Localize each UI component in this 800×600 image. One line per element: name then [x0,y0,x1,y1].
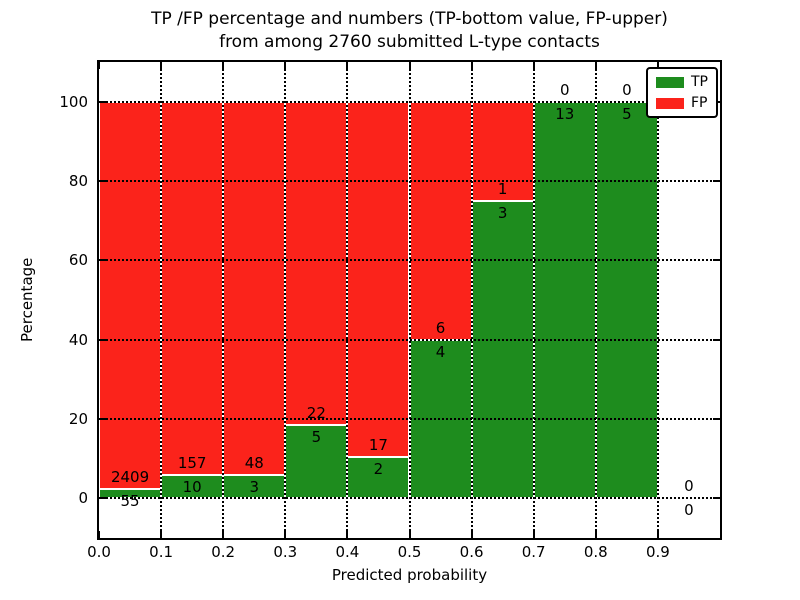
fp-count-label: 2409 [110,468,150,487]
x-tick-label: 0.7 [521,543,546,561]
x-tick-mark [594,531,597,538]
fp-count-label: 17 [368,435,388,454]
grid-line-vertical [222,62,225,538]
y-tick-mark [713,180,720,182]
legend-swatch-fp-icon [656,97,684,109]
tp-count-label: 5 [311,427,322,446]
y-tick-label: 100 [59,92,88,111]
x-tick-label: 0.1 [149,543,174,561]
legend-item-tp: TP [656,75,708,89]
x-tick-mark [346,62,349,69]
y-tick-label: 0 [78,489,88,508]
tp-count-label: 5 [622,104,632,123]
grid-line-vertical [656,62,659,538]
x-tick-mark [656,531,659,538]
x-tick-label: 0.6 [459,543,484,561]
x-axis-label: Predicted probability [331,566,488,584]
bar-segment-fp [99,101,162,490]
grid-line-vertical [594,62,597,538]
bar-segment-tp [595,101,658,499]
x-tick-mark [346,531,349,538]
tp-count-label: 2 [373,459,384,478]
x-tick-mark [594,62,597,69]
y-tick-mark [99,338,106,341]
x-tick-label: 0.9 [645,543,670,561]
tp-count-label: 3 [497,203,508,222]
bar-segment-tp [471,200,534,499]
x-tick-mark [222,62,225,69]
y-tick-label: 20 [68,410,88,428]
chart-title-line2: from among 2760 submitted L-type contact… [219,32,600,52]
x-tick-mark [470,531,473,538]
y-tick-mark [713,259,720,262]
x-tick-mark [532,62,535,69]
x-tick-mark [284,531,287,538]
x-tick-label: 0.2 [211,543,236,561]
legend-label-tp: TP [691,74,708,90]
tp-count-label: 3 [249,478,259,496]
x-tick-mark [470,62,473,69]
x-tick-mark [408,531,411,538]
fp-count-label: 0 [684,477,694,496]
x-tick-mark [160,531,163,538]
x-tick-label: 0.4 [335,543,360,561]
y-tick-mark [99,418,106,420]
legend-swatch-tp-icon [656,76,684,88]
x-tick-mark [532,531,535,538]
x-tick-mark [98,531,100,538]
x-tick-mark [160,62,163,69]
grid-line-vertical [284,62,287,538]
chart-title: TP /FP percentage and numbers (TP-bottom… [99,8,720,54]
chart-title-line1: TP /FP percentage and numbers (TP-bottom… [151,9,668,29]
y-axis-label: Percentage [18,257,36,343]
bar-segment-fp [409,101,472,340]
fp-count-label: 157 [177,453,207,472]
tp-count-label: 0 [684,501,694,520]
fp-count-label: 22 [306,403,326,422]
x-tick-label: 0.0 [87,543,111,561]
grid-line-vertical [160,62,163,538]
legend: TP FP [646,67,718,118]
x-tick-label: 0.8 [583,543,608,561]
x-tick-mark [98,62,100,69]
fp-count-label: 0 [559,80,570,99]
x-tick-mark [222,531,225,538]
y-tick-mark [99,100,106,103]
x-tick-label: 0.5 [397,543,422,561]
y-tick-mark [713,497,720,500]
tp-count-label: 10 [182,477,202,496]
x-tick-mark [408,62,411,69]
bar-segment-tp [533,101,596,499]
bar-segment-fp [347,101,410,457]
fp-count-label: 6 [435,318,446,337]
y-tick-mark [99,497,106,500]
fp-count-label: 0 [622,80,632,99]
x-tick-mark [656,62,659,69]
tp-count-label: 4 [435,342,446,361]
fp-count-label: 48 [244,454,264,472]
y-tick-mark [713,418,720,420]
y-tick-label: 60 [68,251,88,270]
grid-line-vertical [408,62,411,538]
tp-count-label: 13 [555,104,575,123]
legend-label-fp: FP [691,95,708,111]
grid-line-vertical [346,62,349,538]
bar-segment-fp [285,101,348,425]
y-tick-label: 40 [68,330,88,349]
y-tick-mark [99,180,106,182]
bar-segment-fp [223,101,286,475]
y-tick-mark [713,338,720,341]
plot-area: 2409 55 157 10 48 3 22 5 17 2 6 4 1 3 0 13 0 5 0 0 [97,60,722,540]
fp-count-label: 1 [497,179,508,198]
legend-item-fp: FP [656,96,708,110]
x-tick-label: 0.3 [273,543,298,561]
y-tick-label: 80 [68,172,88,190]
tp-count-label: 55 [120,492,140,511]
y-tick-mark [99,259,106,262]
x-tick-mark [284,62,287,69]
grid-line-vertical [532,62,535,538]
grid-line-vertical [470,62,473,538]
